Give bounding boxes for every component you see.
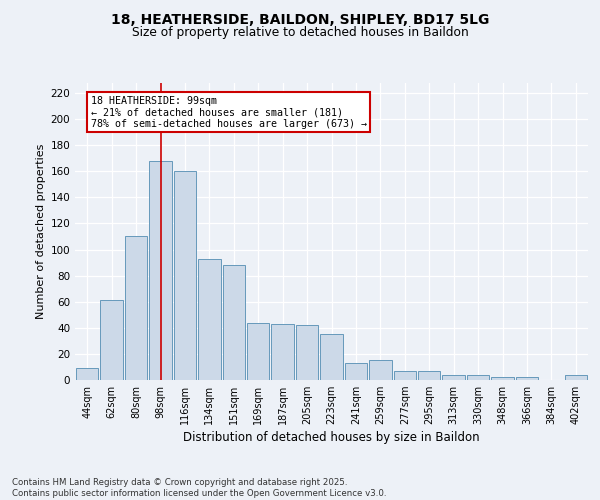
Bar (125, 236, 148, 380)
Bar (271, 324, 294, 380)
Bar (418, 371, 440, 380)
X-axis label: Distribution of detached houses by size in Baildon: Distribution of detached houses by size … (183, 432, 480, 444)
Bar (344, 363, 367, 380)
Text: Contains HM Land Registry data © Crown copyright and database right 2025.
Contai: Contains HM Land Registry data © Crown c… (12, 478, 386, 498)
Bar (394, 371, 416, 380)
Bar (442, 375, 465, 380)
Text: 18, HEATHERSIDE, BAILDON, SHIPLEY, BD17 5LG: 18, HEATHERSIDE, BAILDON, SHIPLEY, BD17 … (111, 12, 489, 26)
Bar (173, 171, 196, 380)
Bar (320, 334, 343, 380)
Text: 18 HEATHERSIDE: 99sqm
← 21% of detached houses are smaller (181)
78% of semi-det: 18 HEATHERSIDE: 99sqm ← 21% of detached … (91, 96, 367, 128)
Bar (76, 368, 98, 380)
Bar (296, 325, 319, 380)
Bar (467, 375, 490, 380)
Bar (223, 265, 245, 380)
Bar (247, 322, 269, 380)
Text: Size of property relative to detached houses in Baildon: Size of property relative to detached ho… (131, 26, 469, 39)
Bar (491, 378, 514, 380)
Y-axis label: Number of detached properties: Number of detached properties (36, 144, 46, 319)
Bar (369, 360, 392, 380)
Bar (198, 258, 221, 380)
Bar (100, 300, 123, 380)
Bar (565, 375, 587, 380)
Bar (149, 161, 172, 380)
Bar (515, 378, 538, 380)
